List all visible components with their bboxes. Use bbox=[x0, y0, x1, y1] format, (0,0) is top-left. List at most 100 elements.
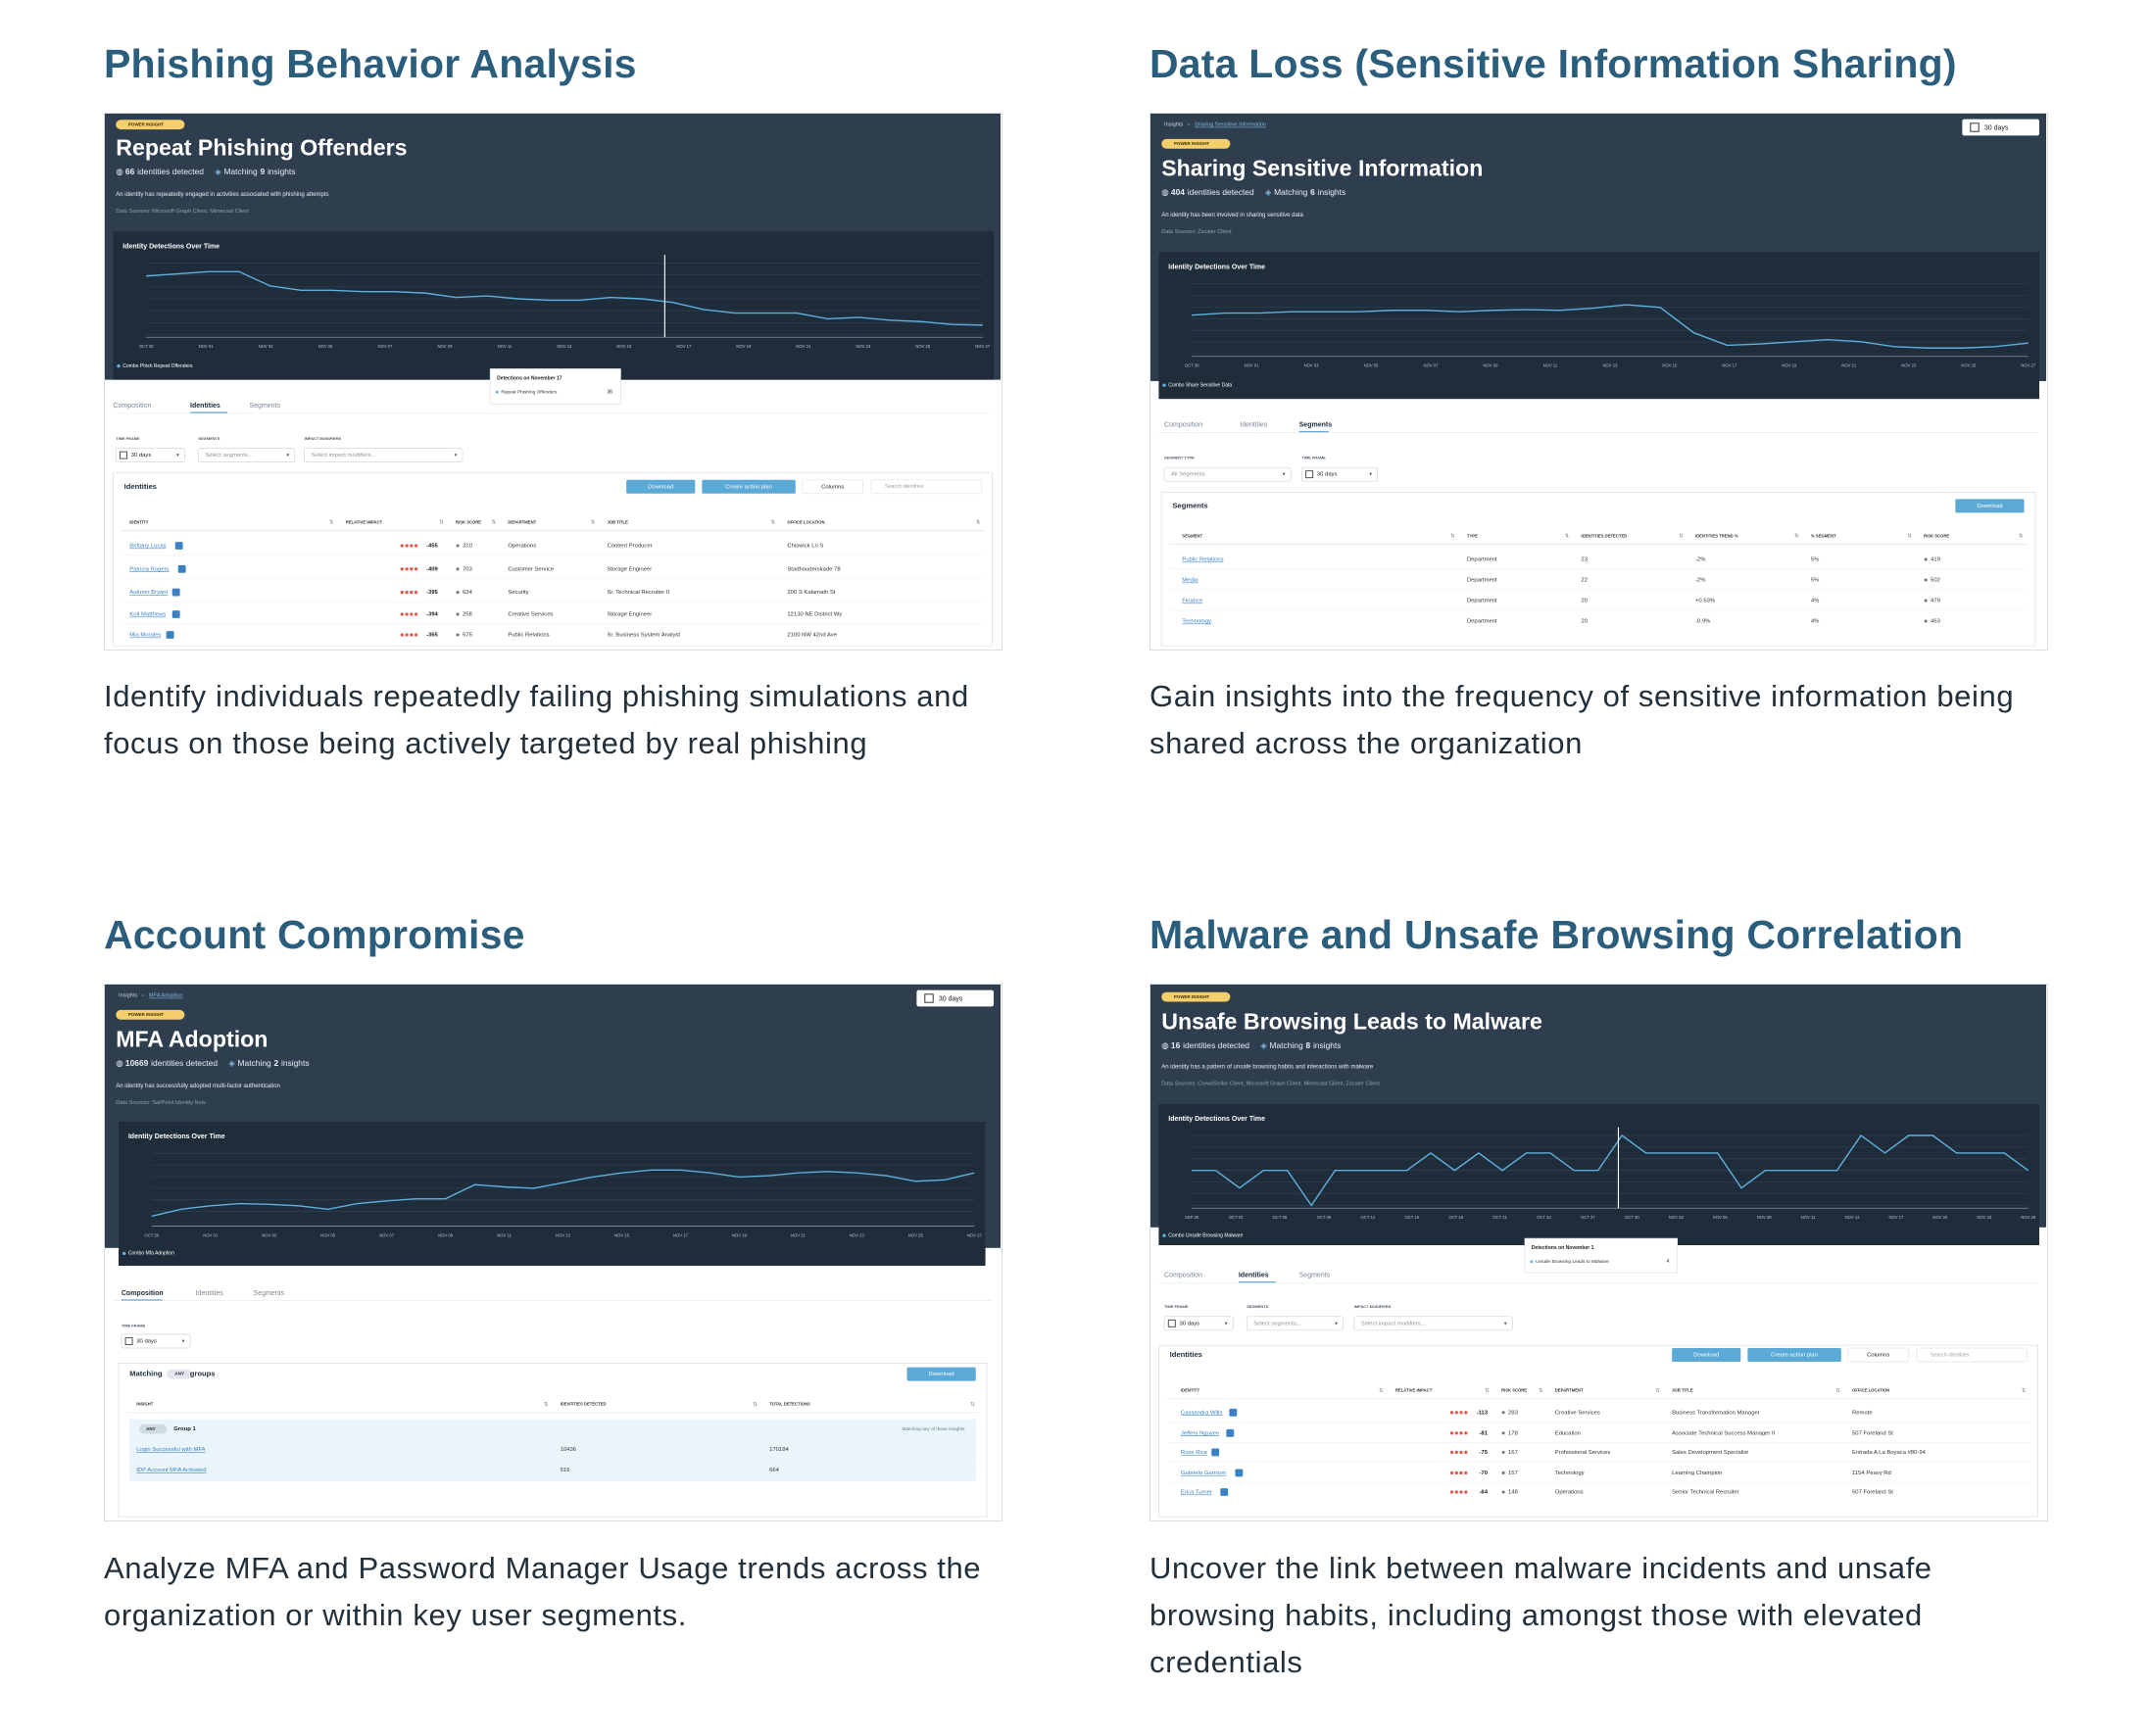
impact-dot bbox=[405, 612, 409, 616]
time-button[interactable] bbox=[1962, 119, 2039, 136]
tab[interactable]: Identities bbox=[1239, 1273, 1269, 1279]
button[interactable] bbox=[1847, 1347, 1909, 1363]
impact-dot bbox=[410, 544, 414, 548]
filter-select[interactable] bbox=[115, 448, 185, 462]
tab[interactable]: Identities bbox=[196, 1290, 224, 1297]
row-link[interactable]: Technology bbox=[1182, 619, 1211, 625]
column-header: OFFICE LOCATION bbox=[787, 519, 824, 524]
sort-icon: ⇅ bbox=[753, 1402, 758, 1408]
impact-value: -81 bbox=[1479, 1430, 1488, 1436]
impact-dot bbox=[405, 544, 409, 548]
button[interactable] bbox=[626, 479, 696, 494]
x-tick-label: NOV 13 bbox=[556, 1232, 571, 1237]
row-link[interactable]: Brittany Lucas bbox=[129, 544, 166, 550]
filter-select[interactable] bbox=[1353, 1316, 1513, 1331]
impact-dot bbox=[1464, 1431, 1468, 1435]
row-link[interactable]: Kolt Matthews bbox=[129, 612, 166, 618]
cell: Department bbox=[1467, 578, 1497, 584]
tab[interactable]: Identities bbox=[190, 403, 220, 410]
tab[interactable]: Composition bbox=[122, 1290, 164, 1297]
row-link[interactable]: IDP Account MFA Activated bbox=[136, 1468, 206, 1473]
filter-value: 30 days bbox=[131, 453, 152, 458]
risk-value: 463 bbox=[1931, 619, 1941, 625]
impact-dot bbox=[414, 612, 418, 616]
impact-dot bbox=[1454, 1490, 1458, 1494]
button[interactable] bbox=[1672, 1348, 1741, 1362]
risk-dot bbox=[456, 544, 460, 548]
tab[interactable]: Composition bbox=[1164, 1273, 1202, 1279]
button[interactable] bbox=[906, 1367, 976, 1381]
button[interactable] bbox=[1747, 1348, 1841, 1362]
filter-select[interactable] bbox=[1246, 1316, 1344, 1331]
dropdown-caret: ▾ bbox=[1225, 1321, 1228, 1326]
cell: Creative Services bbox=[508, 612, 553, 618]
search-box[interactable] bbox=[1916, 1347, 2028, 1363]
row-link[interactable]: Login Successful with MFA bbox=[136, 1447, 205, 1453]
sort-icon: ⇅ bbox=[1485, 1388, 1490, 1394]
filter-select[interactable] bbox=[1301, 466, 1379, 482]
filter-select[interactable] bbox=[121, 1333, 191, 1349]
tab[interactable]: Segments bbox=[249, 403, 280, 410]
tab[interactable]: Identities bbox=[1240, 422, 1268, 429]
x-tick-label: OCT 15 bbox=[1404, 1215, 1419, 1220]
group-note: Matching any of these insights bbox=[902, 1426, 965, 1432]
icon: ◈ bbox=[1260, 1040, 1267, 1050]
button[interactable] bbox=[802, 479, 863, 495]
legend-swatch bbox=[1162, 1233, 1166, 1237]
row-link[interactable]: Finance bbox=[1182, 599, 1202, 604]
icon: ◍ bbox=[1161, 187, 1171, 197]
table-title: Identities bbox=[1170, 1350, 1202, 1359]
impact-dot bbox=[410, 590, 414, 595]
row-link[interactable]: Jeffery Nguyen bbox=[1181, 1430, 1219, 1436]
filter-select[interactable] bbox=[198, 448, 296, 462]
filter-select[interactable] bbox=[1163, 1316, 1234, 1331]
insight-stats: ◍ 404 identities detected ◈ Matching 6 insigh… bbox=[1161, 187, 1345, 197]
cell: 20 bbox=[1581, 599, 1588, 604]
x-tick-label: NOV 05 bbox=[1713, 1215, 1729, 1220]
tab[interactable]: Composition bbox=[113, 403, 151, 410]
row-link[interactable]: Public Relations bbox=[1182, 557, 1223, 563]
row-link[interactable]: Patricia Rogers bbox=[129, 566, 169, 572]
tab[interactable]: Segments bbox=[254, 1290, 285, 1297]
filter-select[interactable] bbox=[304, 448, 464, 462]
cell: Department bbox=[1467, 557, 1497, 563]
search-placeholder: Search identities bbox=[885, 484, 924, 490]
row-link[interactable]: Autumn Bryant bbox=[129, 590, 168, 596]
cell: 664 bbox=[769, 1468, 780, 1473]
row-link[interactable]: Mia Morales bbox=[129, 633, 161, 639]
tab[interactable]: Segments bbox=[1299, 1273, 1331, 1279]
verified-chip bbox=[177, 564, 186, 573]
time-button[interactable] bbox=[916, 989, 994, 1007]
section-title: Phishing Behavior Analysis bbox=[104, 41, 637, 86]
x-tick-label: NOV 09 bbox=[1484, 363, 1499, 368]
table-title-text: Identities bbox=[124, 482, 157, 491]
breadcrumb[interactable]: Insights bbox=[1164, 122, 1184, 128]
filter-label: IMPACT MODIFIERS bbox=[1354, 1304, 1392, 1309]
column-header: DEPARTMENT bbox=[1555, 1388, 1584, 1393]
tab[interactable]: Segments bbox=[1299, 422, 1333, 429]
x-tick-label: OCT 27 bbox=[1581, 1215, 1595, 1220]
breadcrumb[interactable]: Insights bbox=[119, 993, 138, 999]
x-tick-label: NOV 17 bbox=[1889, 1215, 1905, 1220]
tab[interactable]: Composition bbox=[1164, 422, 1202, 429]
cell: Content Producer bbox=[607, 544, 652, 550]
filter-select[interactable] bbox=[1163, 466, 1292, 482]
row-link[interactable]: Gabriela Garrison bbox=[1181, 1471, 1226, 1476]
breadcrumb[interactable]: MFA Adoption bbox=[149, 993, 183, 999]
section-description: Analyze MFA and Password Manager Usage t… bbox=[104, 1551, 982, 1632]
button[interactable] bbox=[702, 479, 796, 494]
section-title: Data Loss (Sensitive Information Sharing… bbox=[1149, 41, 1957, 86]
row-link[interactable]: Erica Turner bbox=[1181, 1490, 1212, 1496]
breadcrumb[interactable]: Sharing Sensitive Information bbox=[1195, 122, 1266, 128]
sort-icon: ⇅ bbox=[1450, 534, 1455, 540]
row-link[interactable]: Cassandra Wills bbox=[1181, 1410, 1223, 1416]
risk-value: 148 bbox=[1508, 1490, 1519, 1496]
button[interactable] bbox=[1955, 499, 2025, 513]
column-header: IDENTITIES DETECTED bbox=[561, 1402, 607, 1407]
row-link[interactable]: Media bbox=[1182, 578, 1198, 584]
row-link[interactable]: Rose Rice bbox=[1181, 1450, 1207, 1456]
search-box[interactable] bbox=[870, 479, 982, 495]
chip: ANY bbox=[146, 1426, 155, 1431]
button-label: Create action plan bbox=[1771, 1353, 1818, 1359]
column-header: TYPE bbox=[1467, 533, 1478, 538]
